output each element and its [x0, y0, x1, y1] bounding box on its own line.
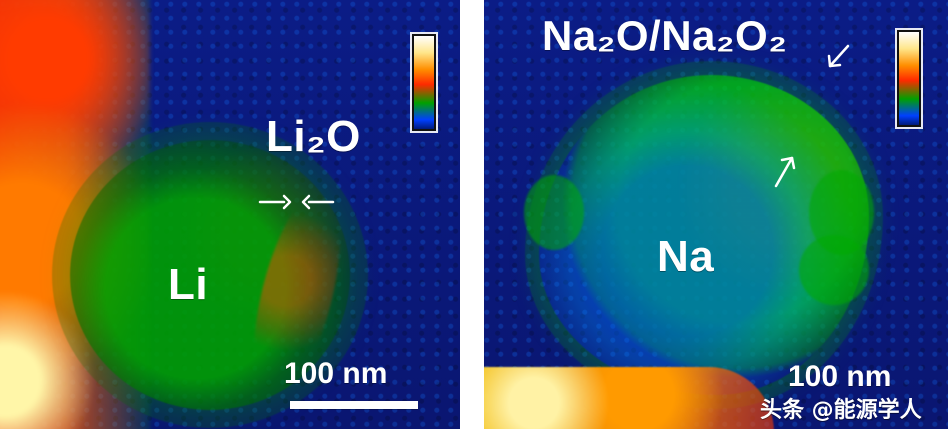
watermark-text: 头条 @能源学人 [760, 398, 922, 423]
left-colorbar [412, 34, 436, 131]
substrate-region [484, 367, 774, 429]
right-elemental-map: Na₂O/Na₂O₂ Na 100 nm [484, 0, 948, 429]
left-scale-bar [290, 401, 418, 409]
right-scale-label: 100 nm [788, 360, 892, 393]
particle-bulge [524, 175, 584, 250]
lithium-particle [70, 140, 350, 410]
particle-bulge [799, 235, 869, 305]
left-elemental-map: Li₂O Li 100 nm [0, 0, 460, 429]
right-colorbar [897, 30, 921, 127]
left-top-label: Li₂O [266, 112, 361, 161]
left-center-label: Li [168, 260, 209, 309]
left-scale-label: 100 nm [284, 357, 388, 390]
right-center-label: Na [657, 232, 715, 281]
right-top-label: Na₂O/Na₂O₂ [542, 12, 788, 59]
